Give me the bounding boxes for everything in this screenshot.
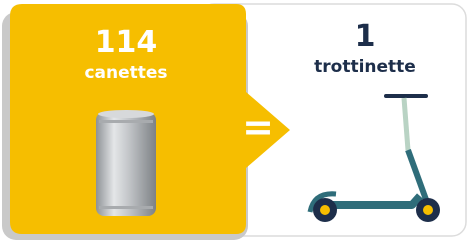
right-number: 1 <box>355 19 376 54</box>
equals-sign: = <box>242 105 274 149</box>
right-label: trottinette <box>314 57 416 77</box>
infographic: 114 canettes = 1 trottinette <box>0 0 472 242</box>
can-icon <box>96 110 156 216</box>
left-number: 114 <box>95 25 158 60</box>
left-label: canettes <box>84 63 167 83</box>
